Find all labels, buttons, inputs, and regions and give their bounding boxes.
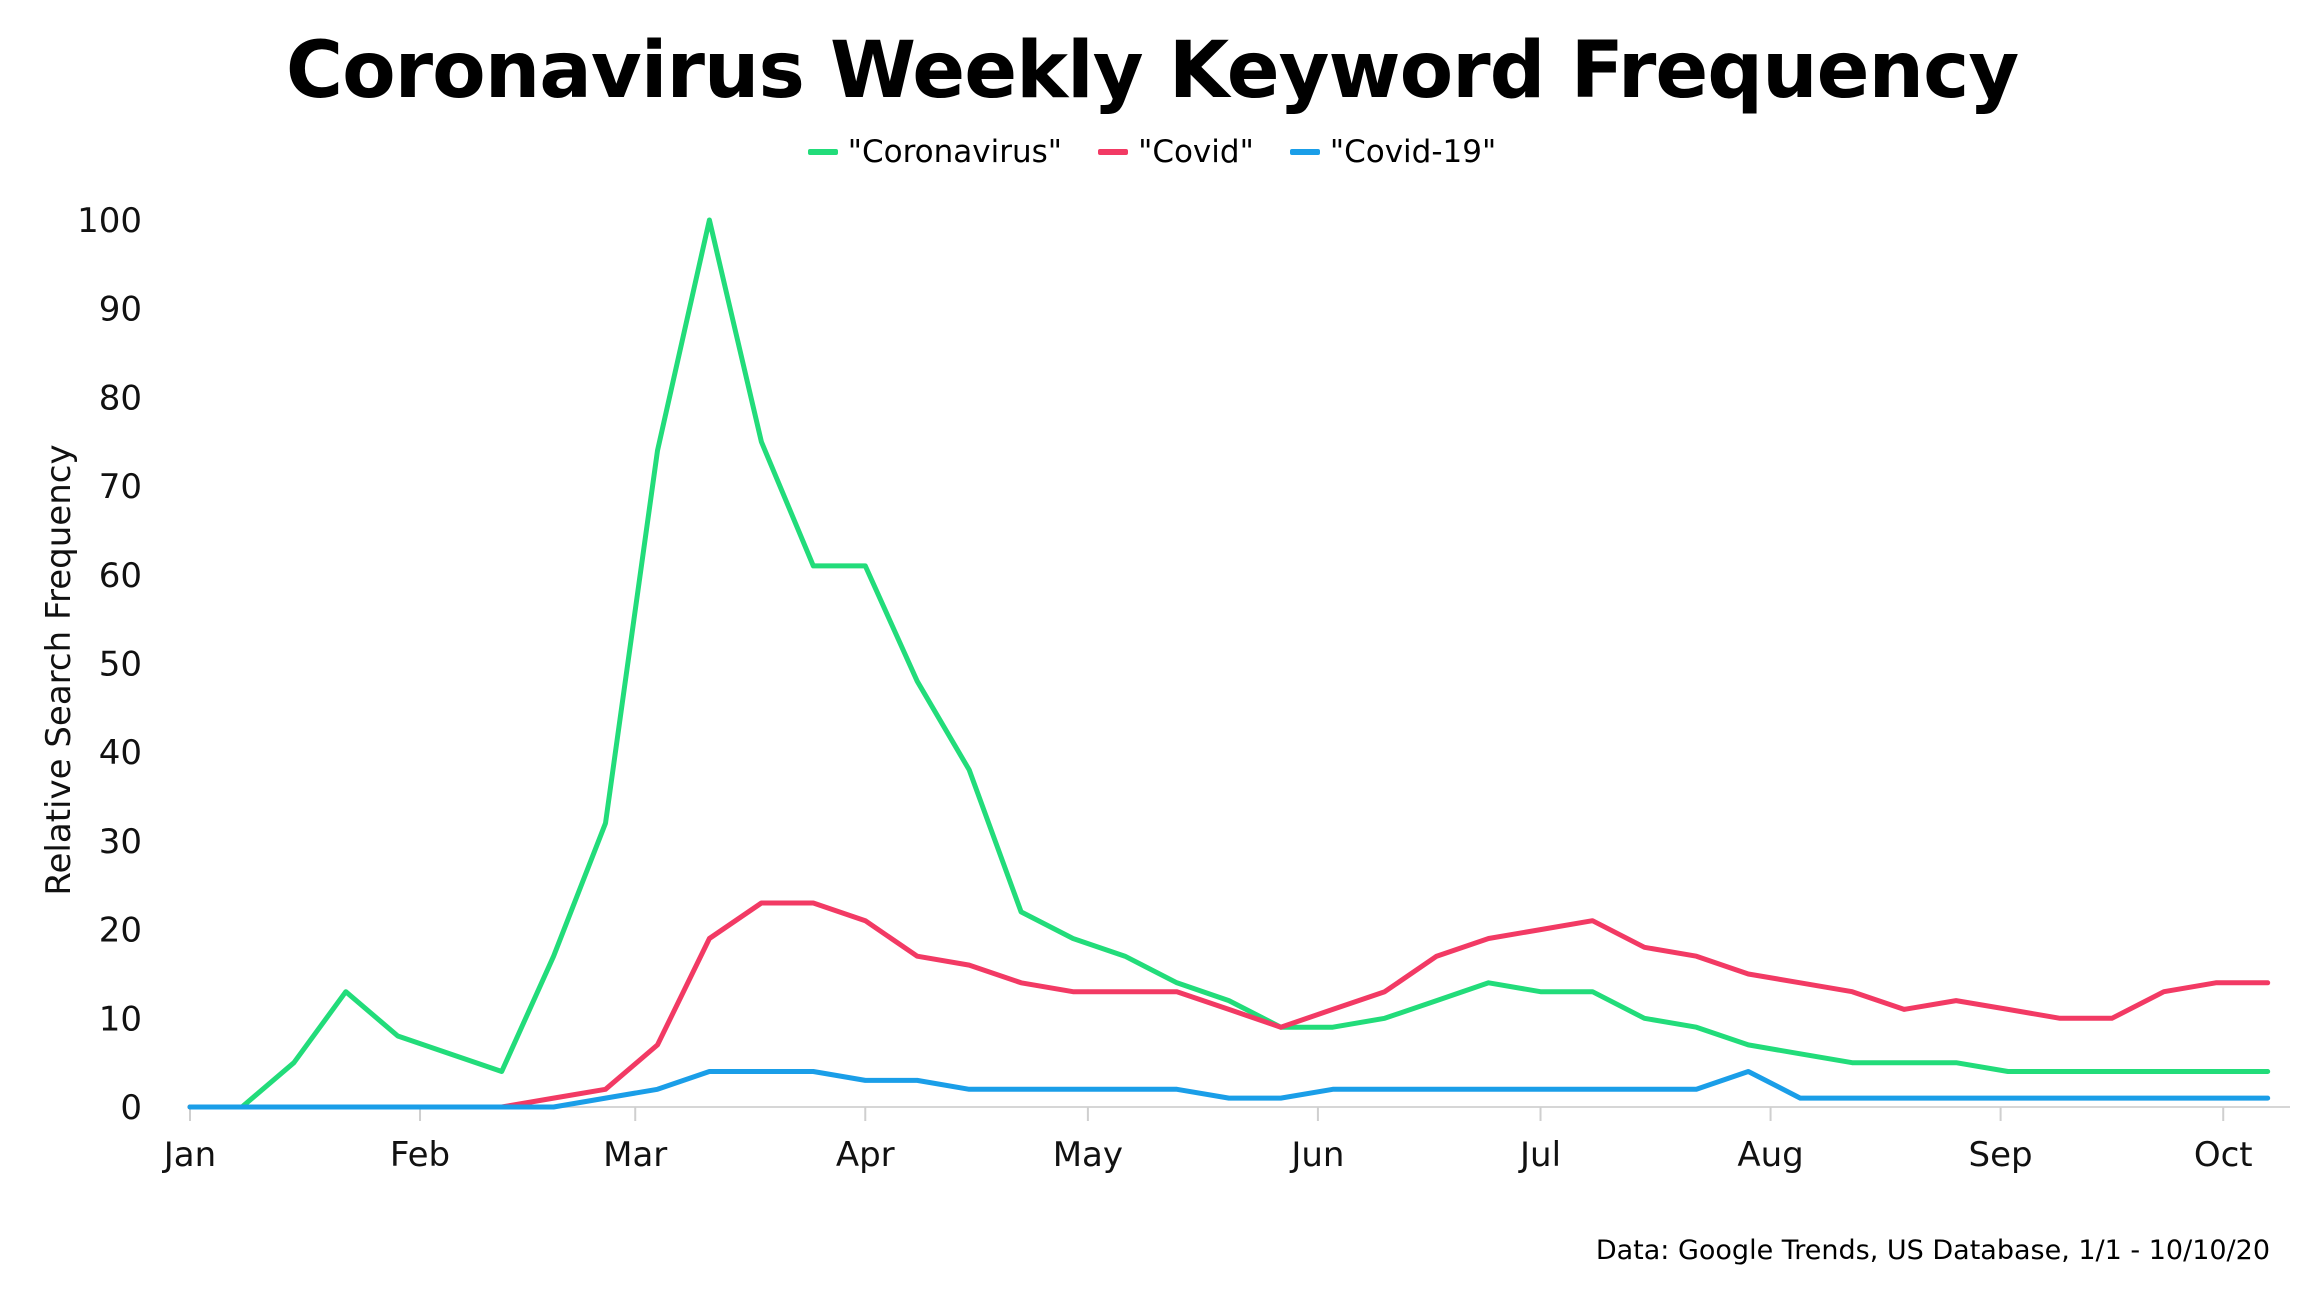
legend-label-covid: "Covid" bbox=[1138, 134, 1254, 170]
y-tick-label-40: 40 bbox=[99, 733, 142, 773]
legend-item-covid: "Covid" bbox=[1098, 134, 1254, 170]
y-axis-title: Relative Search Frequency bbox=[39, 444, 79, 895]
x-tick-label-apr: Apr bbox=[836, 1135, 895, 1175]
legend-item-coronavirus: "Coronavirus" bbox=[807, 134, 1063, 170]
series-group bbox=[187, 217, 2271, 1110]
x-tick-label-jun: Jun bbox=[1289, 1135, 1344, 1175]
legend-label-coronavirus: "Coronavirus" bbox=[847, 134, 1063, 170]
y-tick-label-60: 60 bbox=[99, 556, 142, 596]
series-line-covid-19 bbox=[187, 1069, 2271, 1110]
x-tick-label-aug: Aug bbox=[1737, 1135, 1803, 1175]
y-tick-label-10: 10 bbox=[99, 999, 142, 1039]
legend: "Coronavirus" "Covid" "Covid-19" bbox=[0, 134, 2304, 170]
chart-title: Coronavirus Weekly Keyword Frequency bbox=[285, 26, 2019, 116]
series-line-covid bbox=[187, 900, 2271, 1110]
y-tick-label-70: 70 bbox=[99, 467, 142, 507]
x-tick-label-jan: Jan bbox=[162, 1135, 216, 1175]
x-tick-label-sep: Sep bbox=[1969, 1135, 2033, 1175]
axes: 0 10 20 30 40 50 60 70 80 90 100 Jan Feb Mar Apr May Jun… bbox=[77, 201, 2290, 1175]
legend-swatch-covid-19 bbox=[1289, 149, 1320, 155]
x-tick-label-feb: Feb bbox=[390, 1135, 450, 1175]
x-tick-label-mar: Mar bbox=[603, 1135, 667, 1175]
x-tick-label-oct: Oct bbox=[2194, 1135, 2253, 1175]
legend-swatch-covid bbox=[1098, 149, 1129, 155]
series-line-coronavirus bbox=[187, 217, 2271, 1110]
y-tick-label-50: 50 bbox=[99, 645, 142, 685]
y-tick-label-80: 80 bbox=[99, 378, 142, 418]
x-tick-label-jul: Jul bbox=[1518, 1135, 1561, 1175]
legend-item-covid-19: "Covid-19" bbox=[1289, 134, 1497, 170]
x-tick-label-may: May bbox=[1053, 1135, 1123, 1175]
y-tick-label-0: 0 bbox=[120, 1088, 142, 1128]
y-tick-label-20: 20 bbox=[99, 911, 142, 951]
legend-swatch-coronavirus bbox=[807, 149, 838, 155]
y-tick-label-90: 90 bbox=[99, 290, 142, 330]
source-note: Data: Google Trends, US Database, 1/1 - … bbox=[1595, 1235, 2270, 1266]
y-tick-label-100: 100 bbox=[77, 201, 142, 241]
legend-label-covid-19: "Covid-19" bbox=[1329, 134, 1497, 170]
y-tick-label-30: 30 bbox=[99, 822, 142, 862]
